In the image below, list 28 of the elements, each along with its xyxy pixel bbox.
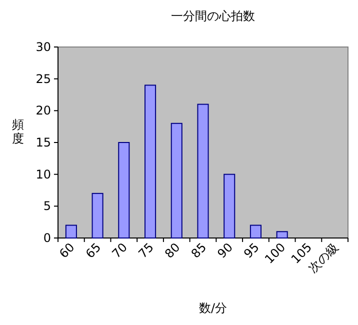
y-tick-label: 0 — [43, 231, 51, 245]
bar — [144, 84, 156, 238]
y-axis-title: 頻度 — [12, 118, 24, 146]
bar — [170, 122, 182, 238]
y-tick-label: 30 — [36, 40, 51, 54]
x-tick-label: 60 — [56, 240, 78, 261]
y-tick-label: 15 — [36, 136, 51, 150]
chart-title: 一分間の心拍数 — [171, 9, 255, 23]
x-tick-label: 95 — [241, 240, 262, 261]
x-tick-label: 90 — [214, 240, 236, 261]
x-tick-label: 75 — [136, 240, 156, 261]
x-tick-label: 65 — [82, 240, 104, 261]
x-axis-title: 数/分 — [198, 301, 228, 315]
bar — [197, 104, 209, 238]
x-tick-label: 70 — [109, 240, 130, 261]
y-tick-label: 10 — [36, 167, 51, 182]
bar — [118, 142, 130, 238]
y-tick-label: 25 — [36, 72, 51, 86]
bar — [224, 174, 236, 238]
y-tick-label: 5 — [43, 199, 51, 214]
bar — [250, 224, 262, 238]
x-tick-label: 85 — [188, 240, 210, 261]
bar — [65, 224, 77, 238]
x-tick-label: 100 — [262, 240, 288, 266]
y-tick-label: 20 — [36, 104, 51, 118]
x-tick-label: 80 — [162, 240, 183, 261]
bar — [276, 231, 288, 238]
bar — [92, 192, 104, 238]
